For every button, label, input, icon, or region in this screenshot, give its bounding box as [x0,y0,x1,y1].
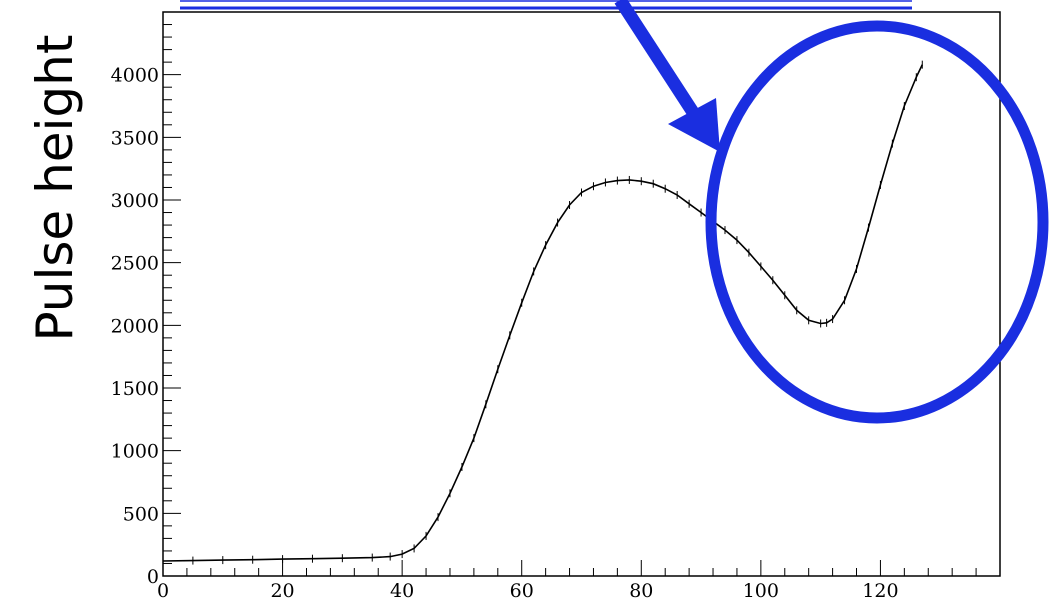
highlight-ellipse [705,20,1049,424]
y-tick-label: 2000 [111,315,159,337]
y-tick-label: 4000 [111,65,159,87]
highlight-arrow-head [668,98,720,152]
x-tick-label: 20 [270,580,294,601]
y-axis-label: Pulse height [26,35,84,342]
y-tick-label: 0 [147,566,159,588]
y-tick-label: 1000 [111,441,159,463]
y-tick-label: 3500 [111,127,159,149]
x-tick-label: 40 [390,580,414,601]
y-tick-label: 3000 [111,190,159,212]
x-tick-label: 60 [510,580,534,601]
y-tick-label: 2500 [111,253,159,275]
x-tick-label: 100 [743,580,779,601]
x-tick-label: 80 [629,580,653,601]
x-tick-label: 120 [862,580,898,601]
axis-ticks [162,11,1001,577]
y-tick-label: 1500 [111,378,159,400]
series-line [162,64,924,562]
plot-frame [162,11,1001,577]
y-tick-label: 500 [123,503,159,525]
data-series [162,60,924,565]
highlight-arrow-shaft [614,0,704,124]
x-tick-label: 0 [157,580,169,601]
tick-labels: 0 20 40 60 80 100 120 0 500 1000 1500 2000 2500 3000 3… [111,65,899,601]
